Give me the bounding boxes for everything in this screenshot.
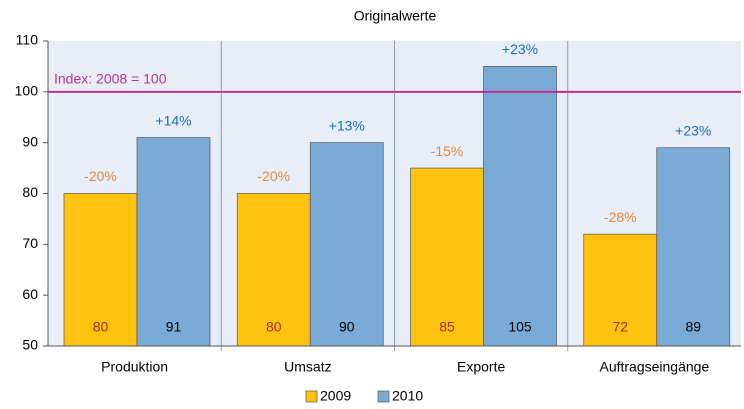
bar — [656, 147, 731, 347]
y-tick-label: 90 — [22, 133, 38, 149]
change-label: -20% — [257, 168, 290, 184]
value-label: 80 — [266, 319, 282, 335]
legend-label: 2010 — [392, 388, 423, 404]
change-label: -28% — [604, 209, 637, 225]
y-tick-label: 60 — [22, 286, 38, 302]
x-tick-label: Exporte — [457, 359, 505, 375]
change-label: -20% — [84, 168, 117, 184]
value-label: 105 — [508, 319, 532, 335]
value-label: 91 — [166, 319, 182, 335]
bar — [236, 193, 311, 347]
bar — [63, 193, 138, 347]
x-tick-label: Produktion — [101, 359, 168, 375]
value-label: 80 — [93, 319, 109, 335]
y-tick-label: 110 — [16, 32, 39, 48]
value-label: 90 — [339, 319, 355, 335]
y-tick-label: 100 — [15, 83, 39, 99]
change-label: +14% — [155, 112, 191, 128]
y-tick-label: 50 — [22, 337, 38, 353]
bar — [410, 167, 484, 347]
bar — [483, 66, 557, 347]
legend-swatch — [377, 390, 390, 403]
change-label: +13% — [329, 117, 365, 133]
value-label: 72 — [612, 319, 628, 335]
legend-swatch — [305, 390, 318, 403]
bar — [136, 137, 211, 347]
y-tick-label: 70 — [22, 235, 38, 251]
x-tick-label: Auftragseingänge — [599, 359, 709, 375]
value-label: 89 — [685, 319, 701, 335]
change-label: +23% — [502, 41, 538, 57]
change-label: +23% — [675, 122, 711, 138]
y-tick-label: 80 — [22, 184, 38, 200]
change-label: -15% — [431, 143, 464, 159]
legend-label: 2009 — [320, 388, 351, 404]
reference-label: Index: 2008 = 100 — [54, 71, 167, 87]
bar — [309, 142, 384, 347]
x-tick-label: Umsatz — [284, 359, 331, 375]
chart-title: Originalwerte — [354, 8, 437, 24]
value-label: 85 — [439, 319, 455, 335]
